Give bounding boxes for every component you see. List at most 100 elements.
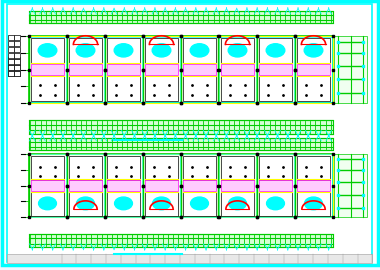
Bar <box>221 156 254 180</box>
Circle shape <box>190 197 208 210</box>
Circle shape <box>228 197 246 210</box>
Bar <box>28 154 66 217</box>
Bar <box>143 37 180 102</box>
Bar <box>29 154 66 217</box>
Bar <box>69 63 102 76</box>
Bar <box>14 41 20 46</box>
Bar <box>145 63 178 76</box>
Bar <box>107 63 140 76</box>
Bar <box>107 76 140 101</box>
Bar <box>67 37 104 102</box>
Bar <box>69 76 102 101</box>
Bar <box>145 192 178 216</box>
Circle shape <box>152 44 171 57</box>
Bar <box>256 36 294 103</box>
Bar <box>145 76 178 101</box>
Bar <box>142 154 180 217</box>
Bar <box>8 73 14 76</box>
Bar <box>219 154 256 217</box>
Bar <box>8 71 14 76</box>
Bar <box>107 192 140 216</box>
Bar <box>145 38 178 63</box>
Circle shape <box>39 197 57 210</box>
Bar <box>31 180 64 191</box>
Bar <box>259 38 292 63</box>
Bar <box>31 76 64 101</box>
Bar <box>181 37 218 102</box>
Bar <box>295 154 332 217</box>
Bar <box>219 37 256 102</box>
Bar <box>105 36 142 103</box>
Bar <box>66 36 105 103</box>
Bar <box>218 36 256 103</box>
Bar <box>107 180 140 191</box>
Circle shape <box>228 44 247 57</box>
Bar <box>297 180 330 191</box>
Bar <box>297 156 330 180</box>
Bar <box>183 156 216 180</box>
Bar <box>69 156 102 180</box>
Bar <box>14 35 20 40</box>
Bar <box>221 38 254 63</box>
Circle shape <box>153 197 171 210</box>
Bar <box>183 180 216 191</box>
Circle shape <box>190 44 209 57</box>
Bar <box>181 154 218 217</box>
Circle shape <box>76 44 95 57</box>
Bar <box>28 36 332 103</box>
Bar <box>142 36 180 103</box>
Bar <box>14 65 20 70</box>
Bar <box>31 38 64 63</box>
Bar <box>14 60 20 62</box>
Circle shape <box>38 44 57 57</box>
Circle shape <box>267 197 285 210</box>
Bar <box>29 37 66 102</box>
Bar <box>28 154 332 217</box>
Bar <box>221 192 254 216</box>
Bar <box>8 59 14 64</box>
Bar <box>14 57 20 59</box>
Bar <box>105 37 142 102</box>
Bar <box>28 11 332 23</box>
Bar <box>180 36 218 103</box>
Bar <box>69 192 102 216</box>
Bar <box>143 154 180 217</box>
Bar <box>28 120 332 134</box>
Bar <box>8 65 14 70</box>
Circle shape <box>304 44 323 57</box>
Bar <box>69 38 102 63</box>
Bar <box>67 154 104 217</box>
Bar <box>8 47 14 52</box>
Bar <box>14 71 20 76</box>
Bar <box>334 154 367 217</box>
Circle shape <box>114 44 133 57</box>
Bar <box>14 59 20 64</box>
Bar <box>14 71 20 73</box>
Bar <box>297 63 330 76</box>
Bar <box>8 60 14 62</box>
Bar <box>14 53 20 58</box>
Bar <box>259 76 292 101</box>
Bar <box>14 68 20 70</box>
Bar <box>295 37 332 102</box>
Bar <box>28 36 66 103</box>
Bar <box>259 63 292 76</box>
Bar <box>8 68 14 70</box>
Bar <box>294 36 332 103</box>
Bar <box>28 234 332 247</box>
Bar <box>259 180 292 191</box>
Circle shape <box>266 44 285 57</box>
Bar <box>8 53 14 58</box>
Bar <box>14 63 20 65</box>
Bar <box>8 41 14 46</box>
Bar <box>180 154 218 217</box>
Bar <box>107 38 140 63</box>
Bar <box>145 156 178 180</box>
Bar <box>107 156 140 180</box>
Bar <box>8 65 14 68</box>
Circle shape <box>115 197 133 210</box>
Bar <box>31 156 64 180</box>
Bar <box>183 38 216 63</box>
Bar <box>31 192 64 216</box>
Bar <box>297 76 330 101</box>
